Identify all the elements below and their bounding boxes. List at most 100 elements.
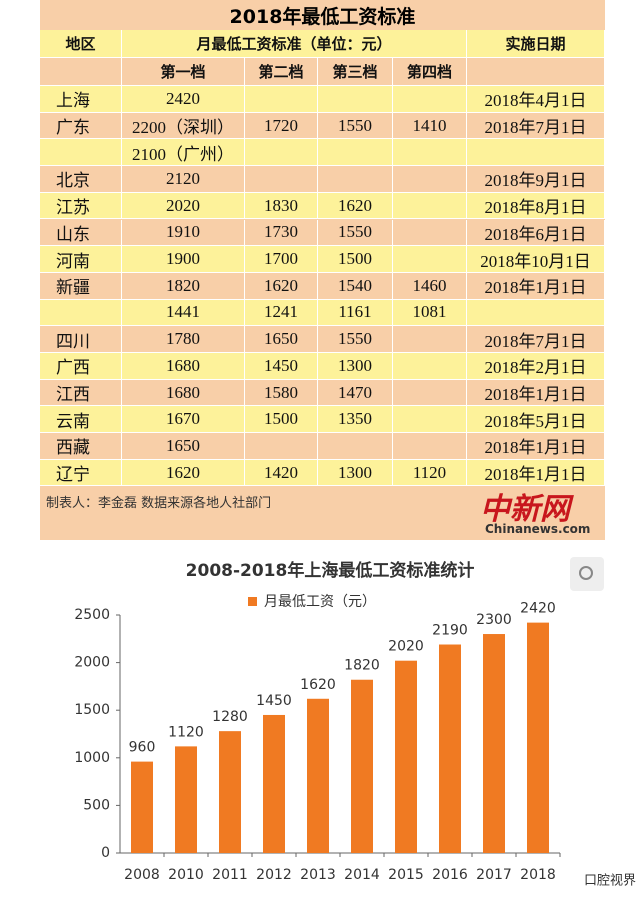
y-tick-label: 1000 <box>74 750 110 766</box>
region-cell: 北京 <box>40 166 122 193</box>
subheader-cell: 第四档 <box>393 58 467 86</box>
x-tick-label: 2012 <box>256 867 292 883</box>
wage-cell: 1720 <box>245 112 318 140</box>
wage-cell: 1550 <box>318 112 393 140</box>
region-cell: 四川 <box>40 326 122 353</box>
wage-cell: 1161 <box>318 299 393 327</box>
date-cell: 2018年1月1日 <box>467 272 605 300</box>
wage-cell: 1580 <box>245 379 318 407</box>
y-tick-label: 2000 <box>74 655 110 671</box>
region-cell: 西藏 <box>40 433 122 460</box>
wage-cell: 1550 <box>318 219 393 247</box>
data-label: 2190 <box>432 623 468 639</box>
wage-table: 2018年最低工资标准 制表人：李金磊 数据来源各地人社部门 中新网 China… <box>40 0 605 540</box>
wage-cell <box>318 86 393 113</box>
wage-cell: 1650 <box>122 433 245 460</box>
data-label: 1280 <box>212 709 248 725</box>
wage-cell <box>318 166 393 193</box>
wage-cell <box>245 139 318 167</box>
region-cell: 江苏 <box>40 192 122 220</box>
wage-cell <box>393 192 467 220</box>
legend-swatch <box>248 597 257 606</box>
wage-cell: 1700 <box>245 246 318 273</box>
header-cell: 地区 <box>40 30 122 58</box>
date-cell: 2018年8月1日 <box>467 192 605 220</box>
wage-cell: 1081 <box>393 299 467 327</box>
y-tick-label: 500 <box>83 797 110 813</box>
date-cell: 2018年1月1日 <box>467 379 605 407</box>
wage-cell: 1620 <box>245 272 318 300</box>
data-label: 1820 <box>344 658 380 674</box>
date-cell <box>467 299 605 327</box>
data-label: 960 <box>129 740 156 756</box>
region-cell: 河南 <box>40 246 122 273</box>
search-icon[interactable] <box>570 557 604 591</box>
bar <box>527 622 549 853</box>
chart: 2008-2018年上海最低工资标准统计 口腔视界 0 500 1000 1500 20… <box>74 557 636 889</box>
data-label: 2020 <box>388 639 424 655</box>
wage-cell: 1410 <box>393 112 467 140</box>
wage-cell: 1730 <box>245 219 318 247</box>
date-cell: 2018年7月1日 <box>467 326 605 353</box>
region-cell: 广东 <box>40 112 122 140</box>
region-cell: 上海 <box>40 86 122 113</box>
wage-cell: 2200（深圳） <box>122 112 245 140</box>
wage-cell <box>393 326 467 353</box>
wage-cell: 1670 <box>122 406 245 434</box>
wage-cell: 2020 <box>122 192 245 220</box>
wage-cell: 1441 <box>122 299 245 327</box>
date-cell: 2018年4月1日 <box>467 86 605 113</box>
wage-cell <box>393 406 467 434</box>
wage-cell: 1420 <box>245 459 318 487</box>
wage-cell: 1550 <box>318 326 393 353</box>
data-label: 1450 <box>256 693 292 709</box>
region-cell: 云南 <box>40 406 122 434</box>
wage-cell <box>393 219 467 247</box>
x-tick-label: 2017 <box>476 867 512 883</box>
region-cell: 江西 <box>40 379 122 407</box>
x-tick-label: 2010 <box>168 867 204 883</box>
wage-cell: 1620 <box>318 192 393 220</box>
y-tick-label: 0 <box>101 845 110 861</box>
wage-cell: 1820 <box>122 272 245 300</box>
wage-cell: 1900 <box>122 246 245 273</box>
wage-cell: 1470 <box>318 379 393 407</box>
wage-cell: 1450 <box>245 353 318 380</box>
y-tick-label: 1500 <box>74 702 110 718</box>
bar <box>395 660 417 853</box>
wage-cell: 1300 <box>318 353 393 380</box>
subheader-cell: 第一档 <box>122 58 245 86</box>
header-cell: 实施日期 <box>467 30 605 58</box>
bar <box>219 731 241 853</box>
region-cell: 辽宁 <box>40 459 122 487</box>
x-tick-label: 2015 <box>388 867 424 883</box>
bar <box>307 698 329 853</box>
source-logo: 中新网 <box>480 492 570 527</box>
data-label: 2420 <box>520 601 556 617</box>
wage-cell: 1910 <box>122 219 245 247</box>
wage-cell: 1350 <box>318 406 393 434</box>
wage-cell: 1830 <box>245 192 318 220</box>
wage-cell: 1500 <box>318 246 393 273</box>
date-cell: 2018年7月1日 <box>467 112 605 140</box>
data-label: 1620 <box>300 677 336 693</box>
wage-cell <box>393 353 467 380</box>
wage-cell: 2420 <box>122 86 245 113</box>
region-cell: 广西 <box>40 353 122 380</box>
data-label: 2300 <box>476 612 512 628</box>
header-cell: 月最低工资标准（单位：元） <box>122 30 467 58</box>
subheader-cell: 第三档 <box>318 58 393 86</box>
wage-cell <box>245 433 318 460</box>
date-cell: 2018年6月1日 <box>467 219 605 247</box>
wage-cell: 1300 <box>318 459 393 487</box>
subheader-cell: 第二档 <box>245 58 318 86</box>
wage-cell: 1780 <box>122 326 245 353</box>
wage-cell: 1540 <box>318 272 393 300</box>
wage-cell <box>393 139 467 167</box>
wage-cell <box>393 246 467 273</box>
x-tick-label: 2011 <box>212 867 248 883</box>
bar <box>483 634 505 853</box>
x-tick-label: 2013 <box>300 867 336 883</box>
date-cell: 2018年2月1日 <box>467 353 605 380</box>
wage-cell <box>393 433 467 460</box>
